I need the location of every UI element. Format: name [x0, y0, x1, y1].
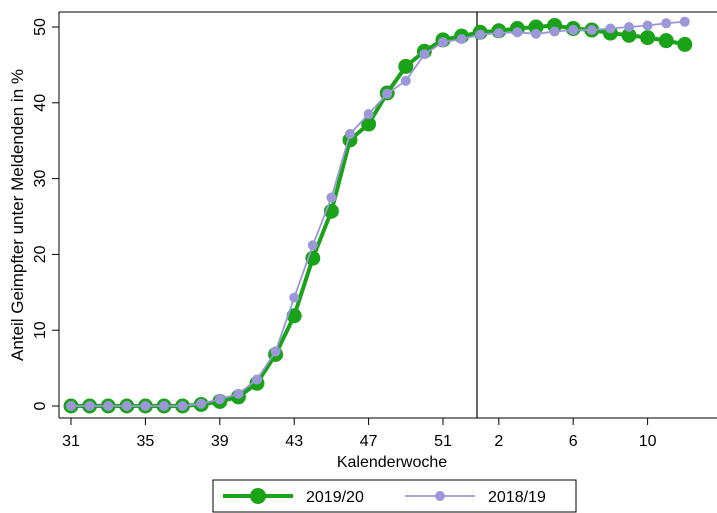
point-2018-19	[196, 398, 207, 409]
point-2018-19	[66, 401, 76, 411]
y-tick-label: 20	[32, 245, 49, 263]
legend-marker-2019-20	[250, 488, 266, 504]
y-ticks: 0 10 20 30 40 50	[32, 18, 59, 410]
point-2018-19	[252, 374, 262, 385]
point-2018-19	[363, 109, 374, 120]
point-2018-19	[475, 29, 486, 40]
point-2018-19	[140, 401, 151, 411]
point-2018-19	[289, 292, 300, 303]
y-tick-label: 10	[32, 321, 49, 339]
point-2018-19	[549, 26, 560, 37]
point-2019-20	[658, 33, 674, 49]
point-2018-19	[624, 22, 634, 32]
point-2019-20	[286, 308, 302, 324]
point-2018-19	[121, 401, 132, 411]
point-2018-19	[605, 23, 616, 34]
series-layer	[63, 16, 693, 414]
point-2018-19	[419, 49, 430, 60]
point-2018-19	[214, 394, 225, 405]
x-tick-label: 2	[494, 433, 503, 450]
point-2018-19	[400, 75, 411, 86]
legend: 2019/20 2018/19	[212, 479, 577, 513]
legend-label-2018-19: 2018/19	[488, 489, 546, 506]
point-2018-19	[159, 401, 169, 411]
point-2018-19	[531, 28, 541, 39]
x-tick-label: 39	[211, 433, 229, 450]
point-2018-19	[679, 16, 690, 27]
point-2019-20	[361, 116, 377, 132]
plot-frame	[58, 11, 717, 419]
point-2018-19	[456, 34, 467, 45]
x-tick-label: 10	[639, 433, 657, 450]
x-ticks: 31 35 39 43 47 51 2 6 10	[62, 418, 657, 450]
x-tick-label: 47	[360, 433, 378, 450]
point-2018-19	[512, 27, 523, 38]
x-tick-label: 31	[62, 433, 80, 450]
y-tick-label: 0	[32, 401, 49, 410]
point-2018-19	[270, 346, 281, 357]
x-tick-label: 35	[137, 433, 155, 450]
point-2018-19	[103, 401, 114, 411]
x-tick-label: 43	[285, 433, 303, 450]
point-2018-19	[586, 25, 597, 36]
series-line-2018-19	[71, 20, 685, 407]
point-2018-19	[568, 25, 579, 36]
point-2018-19	[326, 192, 337, 203]
legend-marker-2018-19	[435, 491, 445, 501]
point-2018-19	[345, 128, 355, 139]
point-2018-19	[438, 37, 448, 48]
point-2018-19	[642, 20, 653, 31]
point-2019-20	[621, 27, 637, 43]
y-tick-label: 30	[32, 170, 49, 188]
point-2018-19	[84, 401, 95, 411]
point-2018-19	[382, 88, 393, 99]
y-axis-label: Anteil Geimpfter unter Meldenden in %	[8, 69, 27, 361]
point-2018-19	[177, 401, 188, 411]
y-tick-label: 50	[32, 18, 49, 36]
legend-label-2019-20: 2019/20	[306, 489, 364, 506]
point-2018-19	[493, 28, 504, 39]
series-line-2019-20	[71, 23, 686, 408]
x-axis-label: Kalenderwoche	[337, 454, 447, 471]
point-2018-19	[233, 388, 244, 399]
point-2018-19	[307, 240, 318, 251]
x-tick-label: 6	[569, 433, 578, 450]
x-tick-label: 51	[434, 433, 452, 450]
y-tick-label: 40	[32, 94, 49, 112]
point-2019-20	[398, 58, 414, 74]
point-2019-20	[677, 36, 693, 52]
point-2018-19	[661, 18, 672, 29]
point-2019-20	[640, 30, 656, 46]
